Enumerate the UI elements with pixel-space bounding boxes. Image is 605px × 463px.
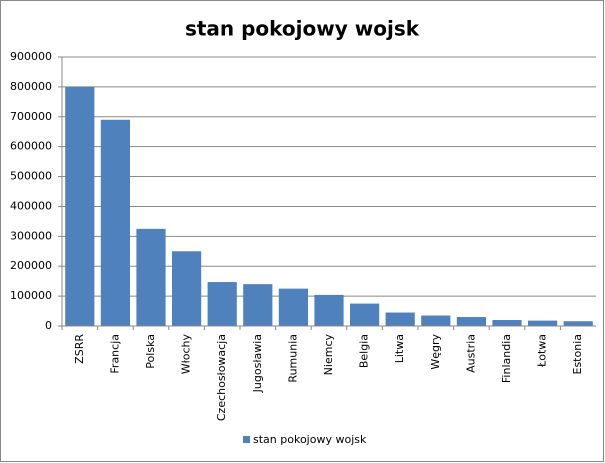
bar bbox=[243, 284, 273, 326]
x-tick-label: Estonia bbox=[571, 334, 584, 375]
bar bbox=[65, 86, 95, 326]
y-tick-label: 100000 bbox=[10, 289, 52, 302]
x-tick-label: Węgry bbox=[429, 334, 442, 370]
y-tick-label: 400000 bbox=[10, 199, 52, 212]
legend-swatch bbox=[243, 436, 250, 443]
y-tick-label: 300000 bbox=[10, 229, 52, 242]
x-tick-label: Jugosławia bbox=[251, 334, 264, 393]
y-tick-label: 900000 bbox=[10, 50, 52, 63]
bar bbox=[100, 119, 130, 327]
x-tick-label: Rumunia bbox=[286, 334, 299, 383]
bar bbox=[563, 321, 593, 326]
x-tick-label: ZSRR bbox=[73, 334, 86, 364]
y-tick-label: 500000 bbox=[10, 170, 52, 183]
legend-label: stan pokojowy wojsk bbox=[253, 433, 367, 446]
bar bbox=[207, 282, 237, 326]
bar bbox=[456, 317, 486, 326]
x-tick-label: Polska bbox=[144, 334, 157, 369]
bar bbox=[528, 320, 558, 326]
bar bbox=[421, 315, 451, 326]
bar bbox=[314, 294, 344, 326]
x-tick-label: Włochy bbox=[180, 334, 193, 375]
x-tick-label: Niemcy bbox=[322, 334, 335, 376]
bar bbox=[350, 303, 380, 326]
y-tick-label: 700000 bbox=[10, 110, 52, 123]
bar bbox=[278, 288, 308, 326]
chart-title: stan pokojowy wojsk bbox=[185, 17, 420, 41]
bar bbox=[492, 320, 522, 326]
x-tick-label: Finlandia bbox=[500, 334, 513, 383]
x-tick-label: Łotwa bbox=[536, 334, 549, 368]
bar bbox=[172, 251, 202, 326]
x-tick-label: Belgia bbox=[358, 334, 371, 368]
y-tick-label: 600000 bbox=[10, 140, 52, 153]
x-tick-label: Francja bbox=[108, 334, 121, 374]
x-tick-label: Austria bbox=[464, 334, 477, 373]
bar bbox=[136, 228, 166, 326]
y-tick-label: 0 bbox=[45, 319, 52, 332]
y-tick-label: 800000 bbox=[10, 80, 52, 93]
y-tick-label: 200000 bbox=[10, 259, 52, 272]
x-tick-label: Czechosłowacja bbox=[215, 334, 228, 421]
x-tick-label: Litwa bbox=[393, 334, 406, 363]
bar bbox=[385, 312, 415, 326]
